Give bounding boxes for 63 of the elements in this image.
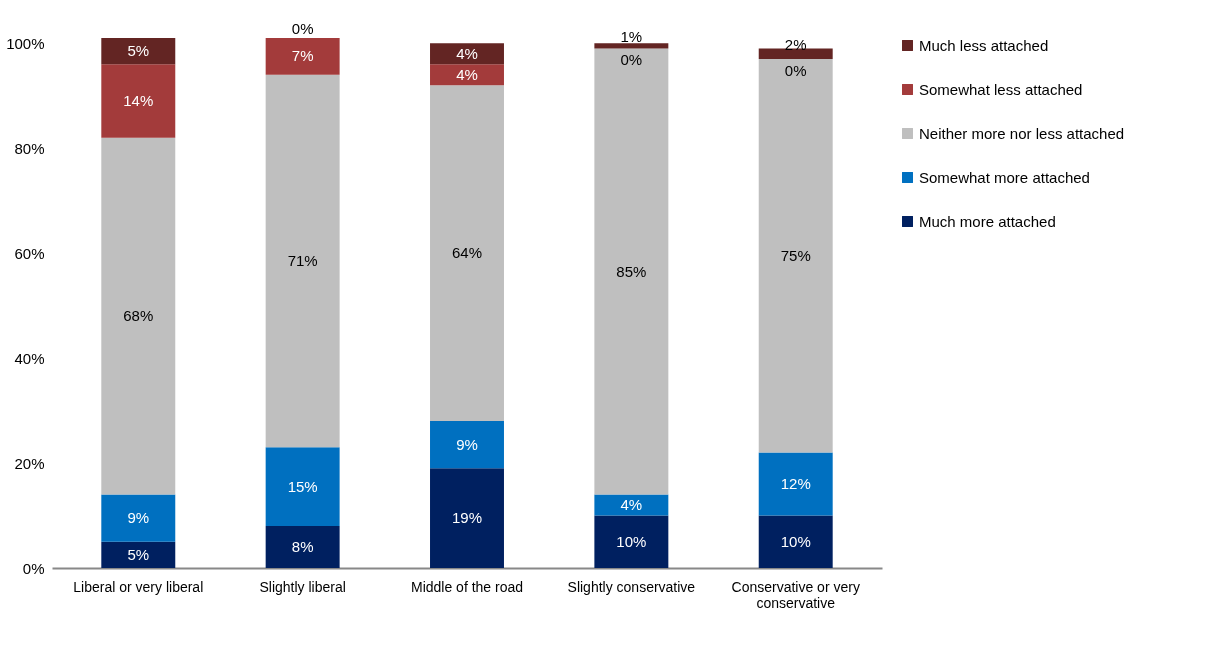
bar xyxy=(101,541,176,568)
bar xyxy=(265,526,340,568)
y-tick-label: 100% xyxy=(6,34,45,52)
data-label: 19% xyxy=(451,509,483,527)
bar xyxy=(430,468,504,568)
y-tick-label: 0% xyxy=(22,559,45,577)
y-tick-label: 60% xyxy=(14,244,45,262)
x-tick-label: Liberal or very liberal xyxy=(73,578,204,595)
data-label: 1% xyxy=(620,27,643,45)
data-label: 0% xyxy=(620,51,643,69)
y-tick-label: 80% xyxy=(14,139,45,157)
x-tick-label: Conservative or very conservative xyxy=(731,578,860,611)
data-label: 4% xyxy=(456,44,478,62)
x-tick-label: Slightly conservative xyxy=(567,578,696,595)
data-label: 10% xyxy=(616,532,647,550)
data-label: 9% xyxy=(127,509,150,527)
bar xyxy=(430,85,504,422)
data-label: 0% xyxy=(291,20,314,37)
data-label: 7% xyxy=(291,47,314,65)
data-label: 71% xyxy=(287,252,318,270)
data-label: 0% xyxy=(784,61,807,79)
y-tick-label: 40% xyxy=(14,349,45,367)
data-label: 5% xyxy=(127,545,150,563)
data-label: 8% xyxy=(291,538,314,556)
data-label: 85% xyxy=(616,262,647,280)
legend-label: Somewhat more attached xyxy=(919,168,1090,186)
data-label: 14% xyxy=(123,91,154,109)
data-label: 4% xyxy=(456,65,478,83)
legend-label: Neither more nor less attached xyxy=(919,124,1125,142)
bar xyxy=(430,43,504,65)
data-label: 75% xyxy=(780,246,811,264)
bar xyxy=(758,58,833,453)
legend-label: Somewhat less attached xyxy=(919,80,1083,98)
bar xyxy=(594,515,669,568)
data-label: 64% xyxy=(451,244,483,262)
bar xyxy=(101,38,176,65)
data-label: 5% xyxy=(127,42,150,60)
bar xyxy=(594,48,669,495)
y-tick-label: 20% xyxy=(14,454,45,472)
legend-label: Much more attached xyxy=(919,212,1056,230)
bar xyxy=(101,137,176,495)
legend-label: Much less attached xyxy=(919,36,1049,54)
data-label: 15% xyxy=(287,477,318,495)
bar xyxy=(430,421,504,469)
x-tick-label: Slightly liberal xyxy=(259,578,346,595)
data-label: 4% xyxy=(620,496,643,514)
bar xyxy=(101,64,176,138)
bar xyxy=(594,494,669,516)
x-tick-label: Middle of the road xyxy=(410,578,524,595)
bar xyxy=(594,43,669,49)
data-label: 68% xyxy=(123,307,154,325)
data-label: 12% xyxy=(780,475,811,493)
bar xyxy=(758,515,833,568)
bar xyxy=(265,74,340,448)
bar xyxy=(265,38,340,75)
bar xyxy=(430,64,504,86)
bar xyxy=(758,452,833,516)
data-label: 10% xyxy=(780,532,811,550)
data-label: 9% xyxy=(456,435,478,453)
data-label: 2% xyxy=(784,35,807,53)
bar xyxy=(265,447,340,527)
bar xyxy=(101,494,176,542)
bar xyxy=(758,48,833,59)
